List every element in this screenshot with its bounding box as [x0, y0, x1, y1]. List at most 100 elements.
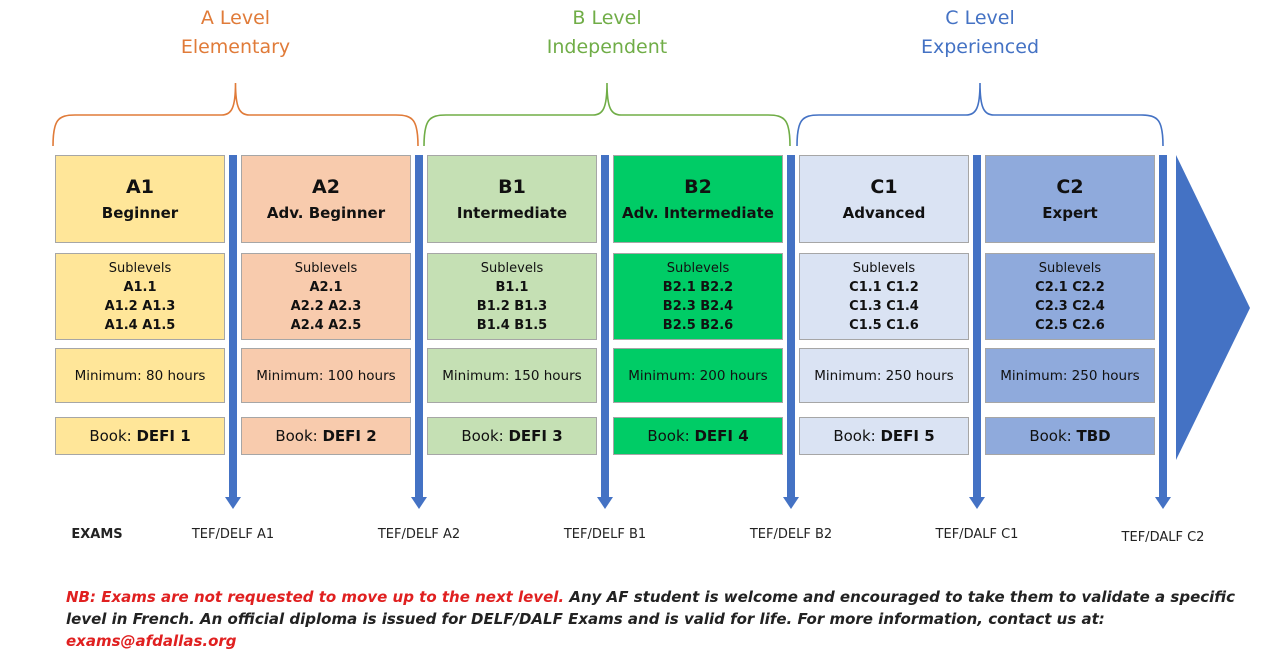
level-code: C2: [1056, 176, 1084, 198]
note: NB: Exams are not requested to move up t…: [66, 586, 1256, 652]
level-box: B2 Adv. Intermediate: [613, 155, 783, 243]
exam-arrow-head: [969, 497, 985, 509]
sublevels-label: Sublevels: [294, 260, 358, 276]
sublevel: B2.3 B2.4: [662, 298, 734, 314]
sublevels-box: Sublevels B2.1 B2.2 B2.3 B2.4 B2.5 B2.6: [613, 253, 783, 340]
book: Book: TBD: [1029, 427, 1110, 445]
sublevel: B1.1: [495, 279, 529, 295]
exam-label: TEF/DELF A1: [191, 527, 275, 542]
level-brace: [796, 82, 1164, 147]
book: Book: DEFI 2: [275, 427, 376, 445]
sublevel: C2.3 C2.4: [1035, 298, 1105, 314]
exam-label: TEF/DELF B2: [749, 527, 833, 542]
sublevels-label: Sublevels: [666, 260, 730, 276]
exam-arrow-shaft: [415, 155, 423, 497]
note-lead: NB: Exams are not requested to move up t…: [66, 588, 565, 606]
book-title: TBD: [1076, 427, 1111, 445]
page: NB: Exams are not requested to move up t…: [52, 4, 1250, 650]
level-heading: B Level Independent: [457, 4, 757, 62]
exam-label: TEF/DELF A2: [377, 527, 461, 542]
progress-arrow: [1176, 155, 1250, 460]
sublevel: A1.2 A1.3: [104, 298, 176, 314]
exams-label: EXAMS: [71, 527, 123, 542]
sublevels-box: Sublevels C1.1 C1.2 C1.3 C1.4 C1.5 C1.6: [799, 253, 969, 340]
minimum-hours: Minimum: 250 hours: [814, 367, 954, 384]
sublevels-label: Sublevels: [852, 260, 916, 276]
book-label: Book:: [1029, 427, 1072, 445]
level-code: B1: [498, 176, 526, 198]
sublevel: C2.5 C2.6: [1035, 317, 1105, 333]
book-title: DEFI 4: [694, 427, 749, 445]
exam-arrow-shaft: [787, 155, 795, 497]
sublevel: C2.1 C2.2: [1035, 279, 1105, 295]
exam-arrow-head: [225, 497, 241, 509]
book-box: Book: DEFI 1: [55, 417, 225, 455]
level-name: Advanced: [842, 204, 926, 222]
sublevel: B2.1 B2.2: [662, 279, 734, 295]
book-box: Book: DEFI 5: [799, 417, 969, 455]
minimum-box: Minimum: 80 hours: [55, 348, 225, 403]
book-label: Book:: [461, 427, 504, 445]
book-box: Book: TBD: [985, 417, 1155, 455]
book-box: Book: DEFI 3: [427, 417, 597, 455]
book-title: DEFI 3: [508, 427, 563, 445]
sublevels-label: Sublevels: [108, 260, 172, 276]
note-email: exams@afdallas.org: [66, 632, 237, 650]
exam-arrow-shaft: [229, 155, 237, 497]
book-title: DEFI 1: [136, 427, 191, 445]
level-box: A2 Adv. Beginner: [241, 155, 411, 243]
minimum-hours: Minimum: 80 hours: [74, 367, 206, 384]
exam-arrow-head: [411, 497, 427, 509]
sublevels: Sublevels C1.1 C1.2 C1.3 C1.4 C1.5 C1.6: [849, 259, 919, 335]
book-label: Book:: [833, 427, 876, 445]
minimum-hours: Minimum: 200 hours: [628, 367, 768, 384]
level-box: A1 Beginner: [55, 155, 225, 243]
book-label: Book:: [275, 427, 318, 445]
level-code: A1: [126, 176, 154, 198]
level-subtitle: Experienced: [920, 36, 1040, 58]
sublevels-label: Sublevels: [1038, 260, 1102, 276]
exam-label: TEF/DALF C1: [935, 527, 1019, 542]
sublevels-box: Sublevels A2.1 A2.2 A2.3 A2.4 A2.5: [241, 253, 411, 340]
sublevels-box: Sublevels C2.1 C2.2 C2.3 C2.4 C2.5 C2.6: [985, 253, 1155, 340]
level-code: A2: [312, 176, 340, 198]
level-name: Expert: [1042, 204, 1098, 222]
sublevels-box: Sublevels B1.1 B1.2 B1.3 B1.4 B1.5: [427, 253, 597, 340]
book: Book: DEFI 1: [89, 427, 190, 445]
book: Book: DEFI 5: [833, 427, 934, 445]
level-name: Adv. Beginner: [266, 204, 386, 222]
level-brace: [52, 82, 419, 147]
level-brace: [423, 82, 791, 147]
sublevel: B1.4 B1.5: [476, 317, 548, 333]
level-name: Intermediate: [456, 204, 568, 222]
sublevel: C1.5 C1.6: [849, 317, 919, 333]
minimum-box: Minimum: 250 hours: [799, 348, 969, 403]
sublevel: C1.1 C1.2: [849, 279, 919, 295]
sublevel: B2.5 B2.6: [662, 317, 734, 333]
level-box: C1 Advanced: [799, 155, 969, 243]
sublevels: Sublevels B2.1 B2.2 B2.3 B2.4 B2.5 B2.6: [663, 259, 733, 335]
minimum-hours: Minimum: 100 hours: [256, 367, 396, 384]
exam-arrow-shaft: [601, 155, 609, 497]
exam-arrow-head: [597, 497, 613, 509]
sublevel: C1.3 C1.4: [849, 298, 919, 314]
sublevels: Sublevels A1.1 A1.2 A1.3 A1.4 A1.5: [105, 259, 176, 335]
book-box: Book: DEFI 4: [613, 417, 783, 455]
book-title: DEFI 5: [880, 427, 935, 445]
exam-label: TEF/DALF C2: [1121, 530, 1205, 545]
exam-label: TEF/DELF B1: [563, 527, 647, 542]
level-heading: A Level Elementary: [86, 4, 386, 62]
book: Book: DEFI 3: [461, 427, 562, 445]
level-box: C2 Expert: [985, 155, 1155, 243]
level-subtitle: Independent: [546, 36, 668, 58]
sublevels: Sublevels B1.1 B1.2 B1.3 B1.4 B1.5: [477, 259, 547, 335]
exam-arrow-shaft: [973, 155, 981, 497]
level-code: C1: [870, 176, 898, 198]
book-box: Book: DEFI 2: [241, 417, 411, 455]
sublevel: A1.1: [123, 279, 157, 295]
level-heading: C Level Experienced: [830, 4, 1130, 62]
shapes: [52, 82, 1250, 509]
sublevel: A2.4 A2.5: [290, 317, 362, 333]
sublevel: B1.2 B1.3: [476, 298, 548, 314]
sublevel: A2.2 A2.3: [290, 298, 362, 314]
